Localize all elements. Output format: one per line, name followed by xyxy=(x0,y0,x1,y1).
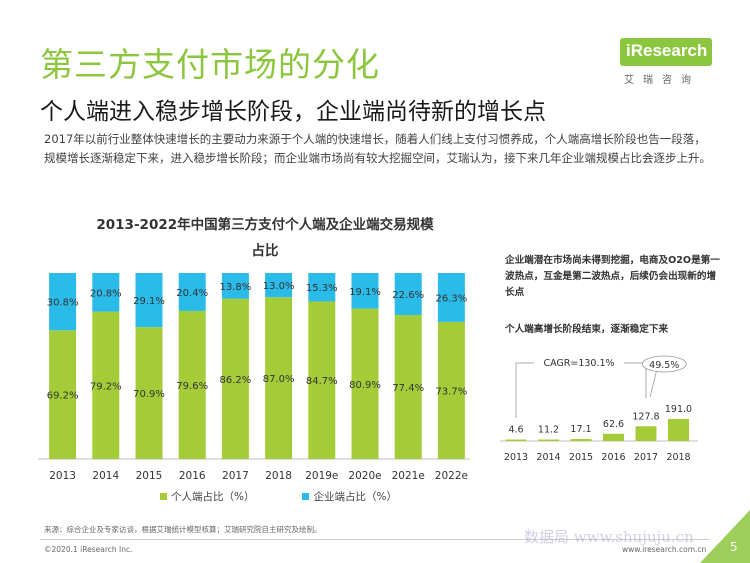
label-personal-2015: 70.9% xyxy=(133,389,165,400)
label-enterprise-2020e: 19.1% xyxy=(349,287,381,298)
copyright: ©2020.1 iResearch Inc. xyxy=(44,545,133,554)
page-title: 第三方支付市场的分化 xyxy=(40,45,380,84)
x-tick-2014: 2014 xyxy=(92,470,119,482)
watermark: 数据局 www.shujuju.cn xyxy=(524,528,694,546)
bar-enterprise-2013 xyxy=(49,273,77,331)
label-enterprise-2022e: 26.3% xyxy=(436,293,468,304)
legend-label-enterprise: 企业端占比（%） xyxy=(313,491,397,503)
logo-cn: 艾瑞咨询 xyxy=(624,75,700,86)
label-enterprise-2021e: 22.6% xyxy=(392,290,424,301)
page-number: 5 xyxy=(730,540,738,554)
bar-personal-2017 xyxy=(221,298,249,459)
description: 2017年以前行业整体快速增长的主要动力来源于个人端的快速增长，随着人们线上支付… xyxy=(44,132,711,165)
bar-personal-2022e xyxy=(437,321,465,459)
bar-personal-2015 xyxy=(135,327,163,459)
bar-enterprise-2016 xyxy=(178,273,206,311)
bar-enterprise-2017 xyxy=(221,273,249,299)
legend-swatch-enterprise xyxy=(302,493,310,500)
logo-box: iResearch xyxy=(620,38,712,66)
label-personal-2021e: 77.4% xyxy=(392,383,424,394)
footer-divider xyxy=(40,539,710,540)
x-tick-2020e: 2020e xyxy=(348,470,381,482)
legend-enterprise: 企业端占比（%） xyxy=(302,489,397,504)
bar-personal-2021e xyxy=(394,315,422,459)
label-personal-2019e: 84.7% xyxy=(306,376,338,387)
x-tick-2016: 2016 xyxy=(179,470,206,482)
bar-enterprise-2022e xyxy=(437,273,465,322)
x-tick-2013: 2013 xyxy=(49,470,76,482)
logo-text: iResearch xyxy=(626,41,708,60)
label-enterprise-2014: 20.8% xyxy=(90,288,122,299)
bar-personal-2019e xyxy=(308,301,336,459)
note-enterprise: 企业端潜在市场尚未得到挖掘，电商及O2O是第一波热点，互金是第二波热点，后续仍会… xyxy=(505,255,720,298)
page-subtitle: 个人端进入稳步增长阶段，企业端尚待新的增长点 xyxy=(40,99,546,125)
legend-personal: 个人端占比（%） xyxy=(160,489,254,504)
legend-label-personal: 个人端占比（%） xyxy=(171,491,255,503)
label-personal-2014: 79.2% xyxy=(90,381,122,392)
bar-personal-2018 xyxy=(265,297,293,459)
label-personal-2013: 69.2% xyxy=(47,391,79,402)
bar-enterprise-2014 xyxy=(92,273,120,312)
label-enterprise-2018: 13.0% xyxy=(263,281,295,292)
bar-enterprise-2015 xyxy=(135,273,163,328)
x-tick-2015: 2015 xyxy=(136,470,163,482)
chart-title-line1: 2013-2022年中国第三方支付个人端及企业端交易规模 xyxy=(96,217,434,233)
chart-legend: 个人端占比（%） 企业端占比（%） xyxy=(160,489,397,504)
label-personal-2016: 79.6% xyxy=(176,381,208,392)
label-enterprise-2015: 29.1% xyxy=(133,296,165,307)
chart-title-line2: 占比 xyxy=(251,243,279,259)
label-enterprise-2017: 13.8% xyxy=(220,282,252,293)
label-enterprise-2019e: 15.3% xyxy=(306,283,338,294)
chart-title: 2013-2022年中国第三方支付个人端及企业端交易规模 占比 xyxy=(60,212,470,264)
bar-personal-2014 xyxy=(92,311,120,459)
label-enterprise-2013: 30.8% xyxy=(47,298,79,309)
legend-swatch-personal xyxy=(160,493,167,500)
label-personal-2017: 86.2% xyxy=(220,375,252,386)
x-tick-2017: 2017 xyxy=(222,470,249,482)
bar-enterprise-2019e xyxy=(308,273,336,302)
bar-personal-2013 xyxy=(49,330,77,459)
corner-decoration xyxy=(700,510,750,563)
x-tick-2018: 2018 xyxy=(265,470,292,482)
label-personal-2018: 87.0% xyxy=(263,374,295,385)
bar-enterprise-2021e xyxy=(394,273,422,316)
source-note: 来源：综合企业及专家访谈，根据艾瑞统计模型核算；艾瑞研究院自主研究及绘制。 xyxy=(44,525,322,534)
x-tick-2021e: 2021e xyxy=(392,470,425,482)
bar-personal-2020e xyxy=(351,308,379,459)
label-personal-2022e: 73.7% xyxy=(436,386,468,397)
bar-personal-2016 xyxy=(178,310,206,459)
label-personal-2020e: 80.9% xyxy=(349,380,381,391)
label-enterprise-2016: 20.4% xyxy=(176,288,208,299)
site-url: www.iresearch.com.cn xyxy=(622,545,707,554)
x-tick-2019e: 2019e xyxy=(305,470,338,482)
note-personal: 个人端高增长阶段结束，逐渐稳定下来 xyxy=(505,324,669,335)
bar-enterprise-2020e xyxy=(351,273,379,309)
bar-enterprise-2018 xyxy=(265,273,293,298)
x-tick-2022e: 2022e xyxy=(435,470,468,482)
iresearch-logo: iResearch 艾瑞咨询 xyxy=(612,38,712,86)
